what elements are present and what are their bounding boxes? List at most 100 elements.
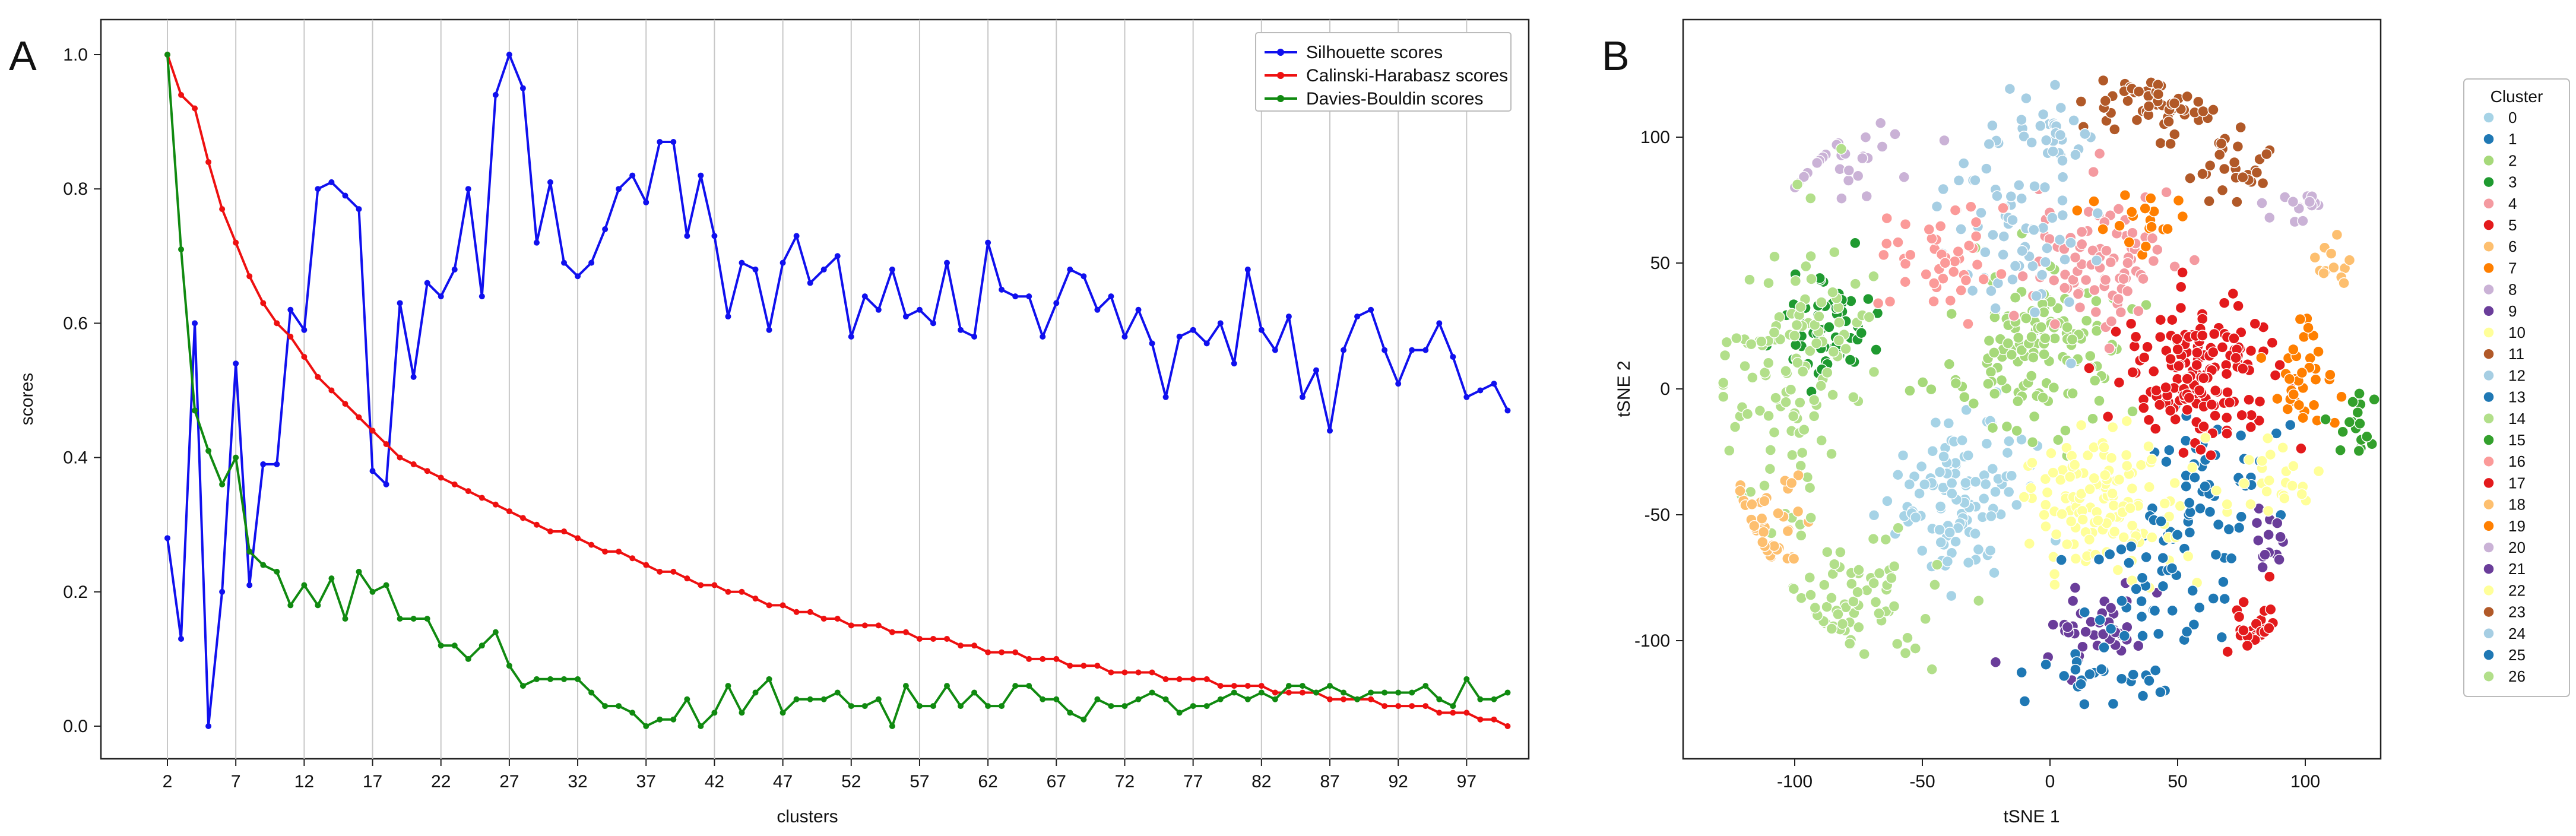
scatter-point-cluster-12	[2063, 296, 2076, 308]
scatter-point-cluster-11	[2097, 74, 2109, 87]
scatter-point-cluster-9	[1989, 656, 2002, 669]
data-point-calinski-harabasz-scores	[1327, 696, 1333, 702]
scatter-point-cluster-12	[2027, 260, 2039, 272]
scatter-point-cluster-7	[2283, 373, 2296, 385]
data-point-silhouette-scores	[958, 327, 964, 333]
data-point-calinski-harabasz-scores	[1067, 663, 1073, 669]
scatter-point-cluster-0	[1916, 544, 1928, 557]
data-point-silhouette-scores	[944, 259, 950, 266]
scatter-point-cluster-13	[2183, 497, 2195, 509]
scatter-point-cluster-17	[2238, 624, 2249, 636]
scatter-point-cluster-22	[2286, 480, 2298, 492]
scatter-point-cluster-14	[1719, 349, 1731, 362]
legend-marker-cluster-8	[2483, 283, 2495, 296]
scatter-point-cluster-14	[1827, 346, 1840, 358]
scatter-point-cluster-4	[2080, 274, 2092, 286]
scatter-point-cluster-5	[2175, 302, 2187, 314]
data-point-silhouette-scores	[519, 85, 526, 91]
scatter-point-cluster-19	[2123, 236, 2135, 248]
scatter-point-cluster-4	[2069, 251, 2081, 264]
data-point-calinski-harabasz-scores	[1217, 683, 1224, 689]
scatter-point-cluster-16	[1944, 294, 1957, 307]
scatter-point-cluster-22	[2256, 455, 2268, 467]
scatter-point-cluster-5	[2253, 414, 2266, 427]
scatter-point-cluster-2	[2087, 413, 2099, 425]
scatter-point-cluster-13	[2105, 623, 2117, 635]
legend-marker-cluster-19	[2483, 520, 2495, 532]
scatter-point-cluster-13	[2157, 552, 2169, 564]
data-point-davies-bouldin-scores	[1108, 703, 1114, 710]
scatter-point-cluster-2	[2020, 312, 2032, 324]
scatter-point-cluster-14	[1791, 178, 1804, 191]
data-point-davies-bouldin-scores	[807, 696, 813, 702]
scatter-point-cluster-12	[2036, 269, 2048, 281]
scatter-point-cluster-13	[2166, 604, 2178, 617]
data-point-davies-bouldin-scores	[219, 481, 226, 487]
scatter-point-cluster-22	[2287, 460, 2299, 472]
legend-label-cluster: 19	[2508, 517, 2526, 535]
scatter-point-cluster-14	[1768, 426, 1780, 438]
scatter-point-cluster-11	[2154, 137, 2166, 149]
scatter-point-cluster-13	[2155, 515, 2167, 527]
data-point-silhouette-scores	[999, 286, 1005, 293]
scatter-point-cluster-16	[1960, 274, 1972, 286]
data-point-silhouette-scores	[575, 273, 581, 280]
data-point-davies-bouldin-scores	[1422, 683, 1429, 689]
scatter-point-cluster-2	[2026, 331, 2038, 343]
scatter-point-cluster-0	[1969, 476, 1982, 488]
scatter-point-cluster-0	[1985, 510, 1997, 522]
scatter-point-cluster-10	[2146, 454, 2158, 466]
scatter-point-cluster-6	[2343, 254, 2356, 266]
scatter-point-cluster-21	[2271, 517, 2283, 529]
scatter-point-cluster-1	[2233, 522, 2245, 534]
scatter-point-cluster-5	[2266, 337, 2279, 349]
data-point-calinski-harabasz-scores	[1341, 696, 1347, 702]
scatter-point-cluster-16	[1970, 230, 1982, 242]
scatter-point-cluster-8	[1856, 152, 1868, 164]
scatter-point-cluster-18	[1772, 507, 1784, 520]
data-point-davies-bouldin-scores	[739, 710, 745, 716]
scatter-point-cluster-12	[2057, 209, 2069, 221]
scatter-point-cluster-5	[2181, 404, 2193, 416]
scatter-point-cluster-23	[2216, 184, 2229, 197]
scatter-point-cluster-5	[2230, 352, 2242, 364]
panel-a-x-tick-label: 82	[1251, 772, 1271, 791]
legend-label-cluster: 1	[2508, 130, 2517, 148]
scatter-point-cluster-5	[2208, 328, 2220, 340]
scatter-point-cluster-2	[2080, 315, 2093, 327]
scatter-point-cluster-26	[1818, 579, 1830, 591]
legend-marker-cluster-11	[2483, 348, 2495, 360]
scatter-point-cluster-24	[1986, 119, 1998, 132]
data-point-calinski-harabasz-scores	[725, 588, 731, 595]
data-point-silhouette-scores	[1299, 394, 1306, 400]
scatter-point-cluster-0	[1962, 556, 1975, 569]
scatter-point-cluster-14	[1805, 250, 1817, 262]
scatter-point-cluster-0	[1915, 460, 1928, 473]
scatter-point-cluster-16	[1928, 277, 1940, 289]
scatter-point-cluster-10	[2061, 442, 2073, 454]
data-point-silhouette-scores	[369, 468, 376, 474]
legend-label-cluster: 4	[2508, 195, 2517, 213]
scatter-point-cluster-10	[2038, 509, 2050, 521]
data-point-silhouette-scores	[602, 226, 609, 233]
scatter-point-cluster-5	[2113, 376, 2125, 389]
scatter-point-cluster-14	[1826, 448, 1837, 460]
scatter-point-cluster-10	[2200, 432, 2211, 444]
scatter-point-cluster-26	[1909, 642, 1922, 654]
scatter-point-cluster-15	[2320, 413, 2331, 426]
scatter-point-cluster-0	[1929, 416, 1942, 429]
legend-marker-cluster-25	[2483, 649, 2495, 661]
scatter-point-cluster-2	[2016, 344, 2028, 356]
data-point-silhouette-scores	[287, 306, 294, 313]
scatter-point-cluster-5	[2206, 398, 2218, 411]
scatter-point-cluster-0	[1984, 544, 1997, 556]
scatter-point-cluster-10	[2023, 537, 2036, 550]
scatter-point-cluster-12	[1955, 223, 1967, 235]
scatter-point-cluster-9	[2047, 619, 2059, 631]
scatter-point-cluster-25	[2040, 658, 2052, 670]
scatter-point-cluster-0	[1943, 417, 1955, 429]
scatter-point-cluster-10	[2112, 564, 2124, 576]
scatter-point-cluster-5	[2216, 341, 2229, 353]
scatter-point-cluster-15	[2334, 444, 2346, 457]
scatter-point-cluster-5	[2110, 325, 2122, 338]
